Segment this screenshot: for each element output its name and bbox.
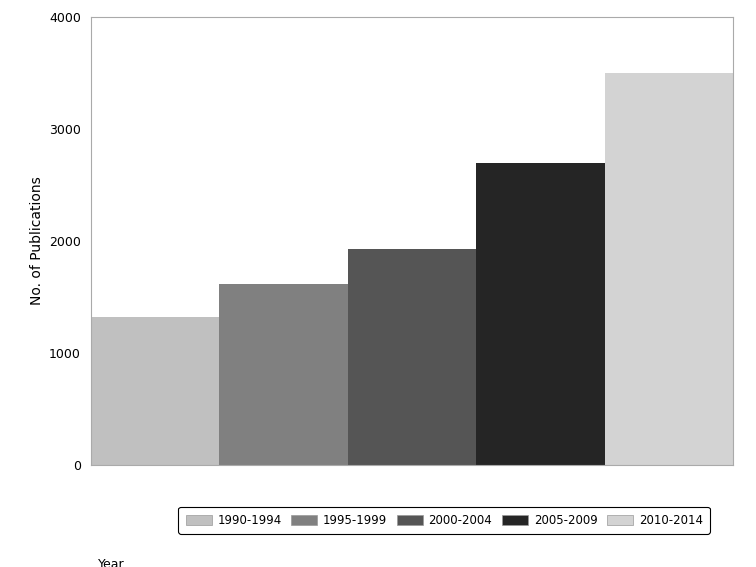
Bar xyxy=(476,163,605,465)
Text: Year: Year xyxy=(98,557,125,567)
Legend: 1990-1994, 1995-1999, 2000-2004, 2005-2009, 2010-2014: 1990-1994, 1995-1999, 2000-2004, 2005-20… xyxy=(178,507,710,534)
Bar xyxy=(605,73,733,465)
Bar xyxy=(348,249,476,465)
Bar xyxy=(91,317,219,465)
Y-axis label: No. of Publications: No. of Publications xyxy=(29,176,44,306)
Bar xyxy=(219,284,348,465)
